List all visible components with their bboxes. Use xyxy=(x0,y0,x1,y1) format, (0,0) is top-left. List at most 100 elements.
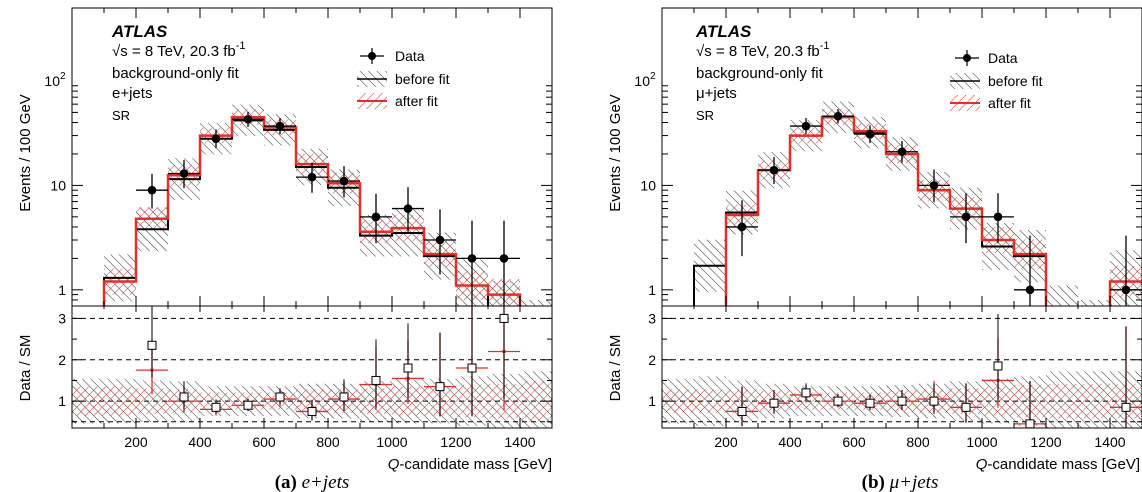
y-tick-label: 1 xyxy=(648,282,656,298)
data-point xyxy=(232,111,264,127)
after-fit-band xyxy=(1046,316,1078,347)
y-tick-label: 1 xyxy=(58,282,66,298)
ratio-point xyxy=(854,394,886,411)
ratio-point xyxy=(424,332,456,417)
ratio-point xyxy=(328,379,360,413)
ratio-point xyxy=(168,381,200,413)
fit-label: background-only fit xyxy=(112,65,240,82)
x-tick-label: 1000 xyxy=(966,434,997,450)
data-point xyxy=(950,193,982,244)
ratio-point xyxy=(1110,326,1142,428)
region-label: SR xyxy=(112,108,130,123)
fit-label: background-only fit xyxy=(696,65,824,82)
ratio-point xyxy=(296,399,328,421)
legend-before-label: before fit xyxy=(395,71,450,87)
ratio-plot-frame xyxy=(661,305,1142,429)
ratio-point xyxy=(488,306,520,411)
x-tick-label: 400 xyxy=(188,434,212,450)
data-point xyxy=(758,157,790,185)
data-point xyxy=(886,141,918,163)
legend-data-marker xyxy=(963,54,971,62)
y-tick-label: 10 xyxy=(44,73,60,89)
before-fit-band xyxy=(1046,285,1078,306)
data-point xyxy=(168,160,200,189)
x-tick-label: 1400 xyxy=(504,434,535,450)
legend-data-label: Data xyxy=(395,48,425,64)
data-point xyxy=(264,118,296,135)
ratio-point xyxy=(982,313,1014,408)
data-point xyxy=(424,209,456,275)
channel-label: e+jets xyxy=(112,85,152,102)
data-point xyxy=(822,109,854,124)
before-fit-band xyxy=(520,300,552,306)
before-fit-band xyxy=(1078,300,1110,306)
ratio-after-fit-band xyxy=(662,389,694,413)
ratio-plot-marks xyxy=(72,306,552,428)
ratio-y-axis-label: Data / SM xyxy=(607,335,624,402)
data-point xyxy=(488,220,520,306)
legend: Data before fit after fit xyxy=(950,50,1043,111)
ratio-point xyxy=(200,399,232,416)
y-tick-label-exponent: 2 xyxy=(650,71,656,82)
data-point xyxy=(136,173,168,209)
legend-data-label: Data xyxy=(988,50,1018,66)
data-point xyxy=(328,166,360,198)
ratio-y-tick-label: 2 xyxy=(648,352,656,368)
data-point xyxy=(456,220,488,306)
data-point xyxy=(296,162,328,193)
energy-label: √s = 8 TeV, 20.3 fb-1 xyxy=(112,40,246,60)
data-point xyxy=(982,193,1014,244)
ratio-y-tick-label: 2 xyxy=(58,352,66,368)
x-tick-label: 1200 xyxy=(440,434,471,450)
ratio-point xyxy=(136,306,168,395)
ratio-y-tick-label: 1 xyxy=(648,393,656,409)
x-tick-label: 1200 xyxy=(1030,434,1061,450)
legend-after-label: after fit xyxy=(988,95,1031,111)
ratio-plot-marks xyxy=(662,313,1142,428)
x-axis-label: Q-candidate mass [GeV] xyxy=(976,456,1140,473)
ratio-point xyxy=(264,388,296,407)
data-point xyxy=(918,169,950,203)
x-tick-label: 800 xyxy=(906,434,930,450)
data-point xyxy=(200,129,232,149)
x-tick-label: 200 xyxy=(714,434,738,450)
ratio-point xyxy=(918,380,950,414)
data-point xyxy=(360,193,392,244)
main-plot-marks xyxy=(72,104,552,344)
energy-label: √s = 8 TeV, 20.3 fb-1 xyxy=(696,40,830,60)
x-tick-label: 200 xyxy=(124,434,148,450)
ratio-point xyxy=(360,339,392,411)
panel-caption: (a) e+jets xyxy=(275,472,350,492)
ratio-point xyxy=(726,386,758,427)
x-tick-label: 400 xyxy=(778,434,802,450)
ratio-y-tick-label: 1 xyxy=(58,393,66,409)
x-tick-label: 600 xyxy=(252,434,276,450)
ratio-point xyxy=(886,390,918,410)
x-tick-label: 800 xyxy=(316,434,340,450)
ratio-point xyxy=(758,389,790,414)
after-fit-band xyxy=(72,318,104,344)
data-point xyxy=(1014,235,1046,306)
legend-before-label: before fit xyxy=(988,73,1043,89)
data-point xyxy=(854,125,886,143)
after-fit-band xyxy=(694,311,726,332)
y-axis-label: Events / 100 GeV xyxy=(17,94,34,212)
ratio-point xyxy=(790,383,822,403)
x-tick-label: 1400 xyxy=(1094,434,1125,450)
y-tick-label: 10 xyxy=(634,73,650,89)
ratio-plot-frame xyxy=(71,305,553,429)
ratio-point xyxy=(392,323,424,405)
legend: Data before fit after fit xyxy=(357,48,450,109)
ratio-point xyxy=(950,383,982,423)
data-point xyxy=(790,118,822,135)
data-point xyxy=(392,187,424,232)
x-axis-label: Q-candidate mass [GeV] xyxy=(388,456,552,473)
before-fit-band xyxy=(662,308,694,355)
panel-caption: (b) μ+jets xyxy=(862,472,939,492)
ratio-point xyxy=(232,398,264,411)
x-tick-label: 600 xyxy=(842,434,866,450)
legend-data-marker xyxy=(368,52,376,60)
